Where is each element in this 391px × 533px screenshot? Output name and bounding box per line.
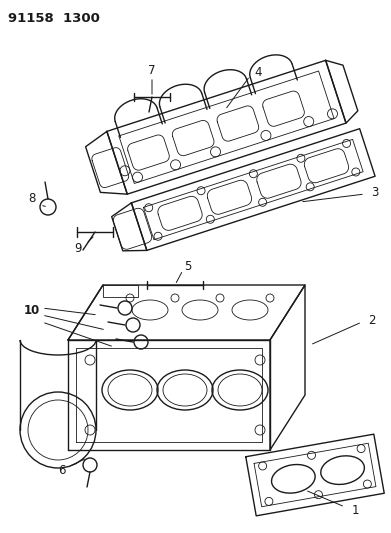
Text: 2: 2	[368, 313, 376, 327]
Text: 5: 5	[184, 261, 192, 273]
Text: 91158  1300: 91158 1300	[8, 12, 100, 25]
Text: 7: 7	[148, 63, 156, 77]
Text: 4: 4	[254, 66, 262, 78]
Text: 1: 1	[351, 504, 359, 516]
Text: 6: 6	[58, 464, 66, 477]
Text: 9: 9	[74, 241, 82, 254]
Text: 10: 10	[24, 303, 40, 317]
Text: 8: 8	[28, 191, 36, 205]
Text: 3: 3	[371, 185, 379, 198]
